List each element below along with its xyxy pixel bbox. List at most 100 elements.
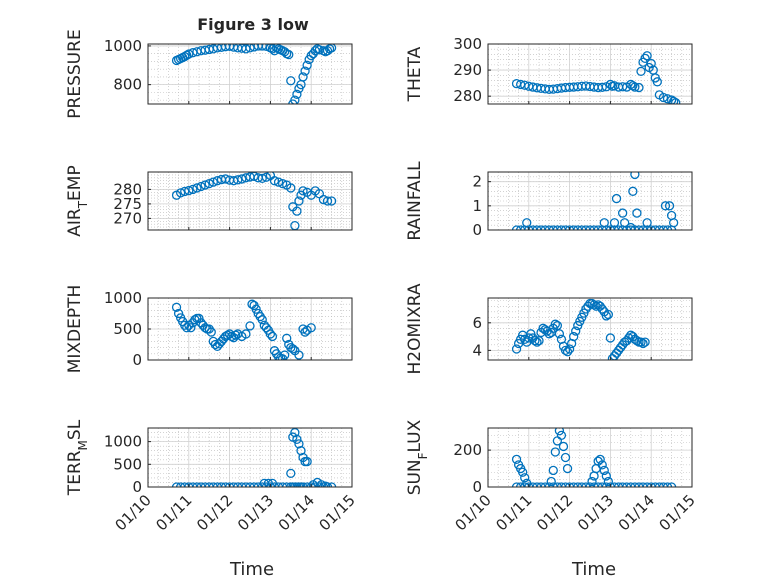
- data-point: [245, 321, 255, 331]
- data-point: [642, 225, 652, 230]
- data-point: [204, 178, 214, 189]
- data-point: [245, 482, 255, 487]
- data-point: [515, 225, 526, 230]
- data-point: [261, 172, 271, 182]
- data-point: [200, 482, 210, 487]
- y-tick-label: 500: [113, 455, 142, 473]
- x-axis-label-right: Time: [571, 559, 616, 580]
- scatter-series: [511, 51, 681, 104]
- x-tick-label: 01/13: [574, 491, 617, 534]
- data-point: [180, 320, 190, 330]
- data-point: [569, 225, 579, 230]
- data-point: [544, 482, 554, 487]
- data-point: [632, 208, 642, 218]
- data-point: [593, 482, 603, 487]
- data-point: [550, 447, 560, 457]
- data-point: [544, 225, 554, 230]
- y-axis-label: AIRTEMP: [65, 165, 90, 236]
- data-point: [292, 206, 302, 216]
- scatter-series: [171, 44, 337, 104]
- data-point: [220, 482, 231, 487]
- data-point: [609, 482, 620, 487]
- data-point: [528, 482, 538, 487]
- data-point: [520, 473, 530, 483]
- data-point: [640, 53, 650, 63]
- data-point: [601, 471, 611, 481]
- data-point: [605, 225, 616, 230]
- x-tick-label: 01/12: [533, 491, 576, 534]
- data-point: [269, 482, 280, 487]
- data-point: [320, 481, 331, 487]
- data-point: [237, 482, 247, 487]
- data-point: [257, 173, 267, 184]
- y-axis-label: TERRMSL: [65, 419, 90, 496]
- data-point: [171, 482, 182, 487]
- data-point: [597, 460, 607, 470]
- data-point: [288, 344, 298, 354]
- data-point: [638, 338, 648, 349]
- x-tick-label: 01/11: [152, 491, 195, 534]
- data-point: [188, 184, 198, 195]
- data-point: [522, 478, 532, 487]
- data-point: [569, 482, 579, 487]
- data-point: [668, 218, 679, 228]
- data-point: [180, 482, 190, 487]
- data-point: [326, 44, 337, 53]
- data-point: [569, 331, 579, 342]
- data-point: [282, 333, 292, 343]
- data-point: [605, 333, 616, 343]
- y-tick-label: 0: [472, 478, 482, 496]
- data-point: [322, 196, 333, 206]
- y-tick-label: 0: [472, 221, 482, 239]
- data-point: [292, 434, 302, 444]
- y-tick-label: 275: [113, 195, 142, 213]
- data-point: [589, 482, 599, 487]
- data-point: [265, 329, 276, 339]
- x-tick-label: 01/15: [316, 491, 359, 534]
- data-point: [646, 58, 656, 69]
- data-point: [552, 320, 563, 331]
- data-point: [536, 225, 546, 230]
- scatter-series: [171, 299, 316, 360]
- data-point: [540, 482, 550, 487]
- data-point: [524, 482, 534, 487]
- data-point: [208, 482, 218, 487]
- data-point: [658, 482, 669, 487]
- axes-box: [487, 43, 693, 105]
- data-point: [326, 482, 337, 487]
- subplot-theta: 280 290 300 THETA: [405, 35, 693, 105]
- data-point: [611, 193, 622, 204]
- data-point: [560, 225, 571, 230]
- data-point: [646, 225, 656, 230]
- data-point: [634, 225, 644, 230]
- data-point: [204, 482, 214, 487]
- data-point: [534, 336, 544, 346]
- data-point: [650, 482, 660, 487]
- data-point: [662, 482, 673, 487]
- data-point: [666, 482, 677, 487]
- data-point: [605, 79, 616, 90]
- data-point: [241, 482, 251, 487]
- data-point: [650, 225, 660, 230]
- data-point: [652, 77, 662, 87]
- data-point: [638, 482, 648, 487]
- data-point: [662, 225, 673, 230]
- data-point: [664, 201, 675, 211]
- data-point: [286, 183, 296, 193]
- y-tick-label: 1: [472, 197, 482, 215]
- data-point: [609, 218, 620, 228]
- data-point: [298, 72, 308, 82]
- data-point: [558, 441, 569, 452]
- data-point: [587, 476, 597, 487]
- data-point: [277, 482, 288, 487]
- data-point: [552, 225, 563, 230]
- data-point: [267, 331, 278, 342]
- data-point: [263, 478, 274, 487]
- data-point: [306, 323, 316, 333]
- scatter-series: [171, 172, 337, 230]
- data-point: [630, 482, 640, 487]
- data-point: [175, 482, 186, 487]
- data-point: [589, 300, 599, 310]
- data-point: [520, 482, 530, 487]
- data-point: [617, 208, 628, 218]
